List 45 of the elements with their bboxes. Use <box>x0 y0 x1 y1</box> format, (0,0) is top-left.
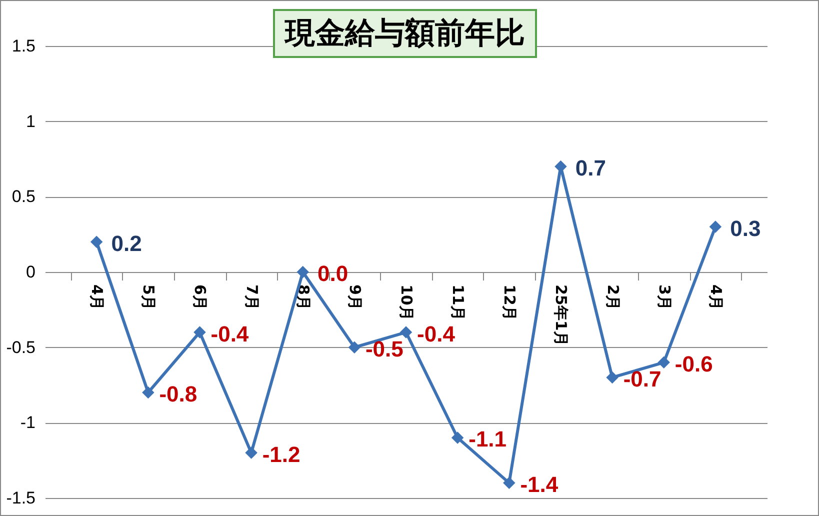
point <box>503 476 516 490</box>
data-label: -0.6 <box>674 351 713 376</box>
y-tick-label: 1 <box>26 112 36 131</box>
x-tick-label: 12月 <box>500 284 519 320</box>
y-tick-label: 1.5 <box>12 36 36 56</box>
point <box>296 266 309 278</box>
point <box>658 356 670 369</box>
point <box>451 432 464 444</box>
x-tick-label: 11月 <box>449 284 468 320</box>
y-tick-label: 0.5 <box>12 187 36 206</box>
y-tick-label: 0 <box>26 262 36 282</box>
x-tick-label: 7月 <box>242 284 261 310</box>
point <box>245 446 258 459</box>
data-label: -0.5 <box>365 336 404 362</box>
data-label: -0.8 <box>159 382 198 407</box>
point <box>142 386 154 399</box>
x-tick-label: 10月 <box>398 284 416 320</box>
data-label: 0.7 <box>575 156 606 181</box>
y-tick-label: -0.5 <box>6 338 36 357</box>
y-tick-label: -1.5 <box>6 488 36 508</box>
data-label: -0.7 <box>623 366 662 392</box>
point <box>400 326 412 338</box>
point <box>606 371 618 384</box>
point <box>348 341 361 354</box>
x-tick-label: 25年1月 <box>552 284 570 346</box>
point <box>709 220 722 233</box>
data-label: -1.4 <box>520 472 559 497</box>
data-label: -1.2 <box>262 442 300 467</box>
x-tick-label: 6月 <box>191 284 210 310</box>
point <box>90 236 103 248</box>
x-tick-label: 3月 <box>655 284 674 310</box>
data-label: -0.4 <box>417 321 456 346</box>
data-label: 0.2 <box>111 230 142 256</box>
data-label: -1.1 <box>468 426 507 452</box>
y-tick-label: -1 <box>20 413 36 432</box>
x-tick-label: 9月 <box>346 284 364 310</box>
data-label: -0.4 <box>210 321 250 346</box>
x-tick-label: 4月 <box>706 284 725 310</box>
data-label: 0.0 <box>318 261 348 286</box>
data-label: 0.3 <box>730 216 761 241</box>
x-tick-label: 2月 <box>604 284 622 310</box>
x-tick-label: 5月 <box>140 284 158 310</box>
chart-title: 現金給与額前年比 <box>273 9 537 58</box>
point <box>194 326 206 338</box>
x-tick-label: 4月 <box>88 284 106 310</box>
